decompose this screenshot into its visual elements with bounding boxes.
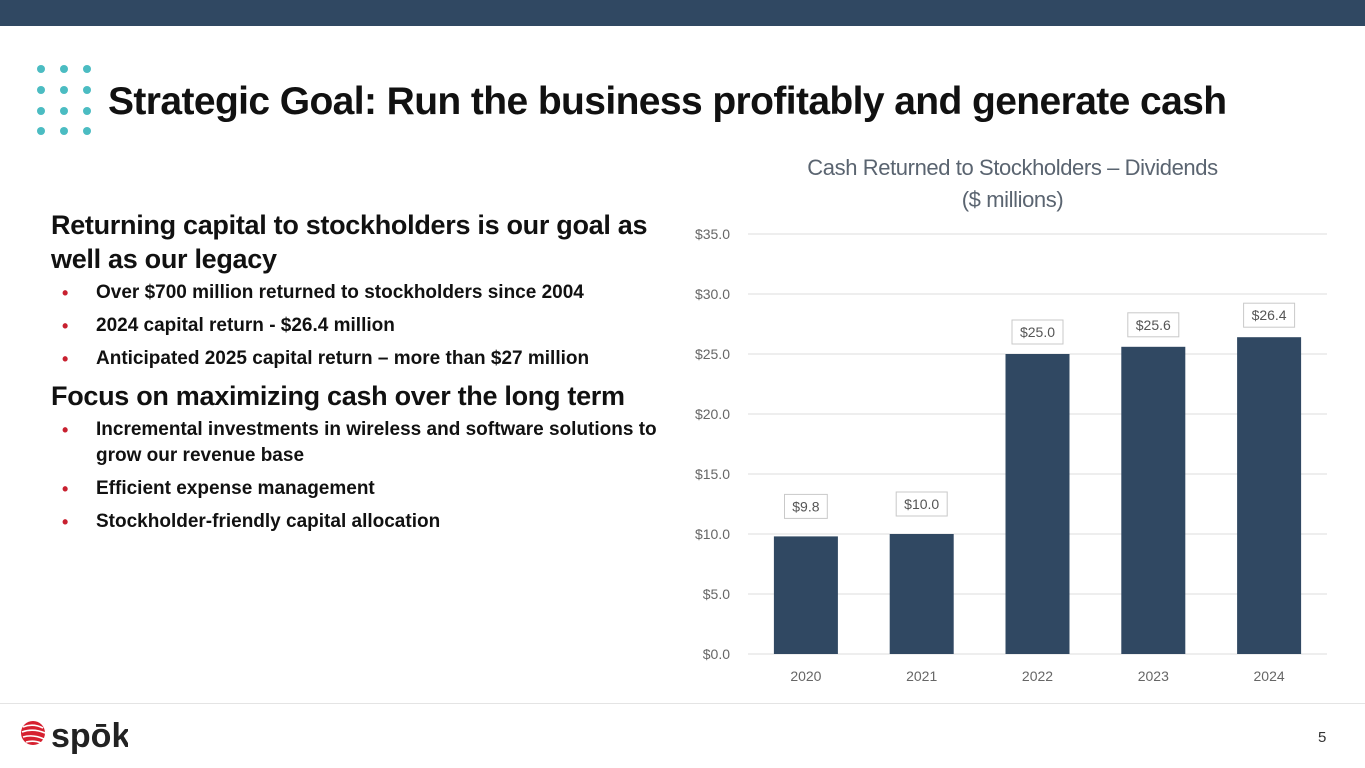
- data-label-box: [784, 493, 828, 519]
- chart-title-line: Cash Returned to Stockholders – Dividend…: [807, 155, 1218, 180]
- y-tick-label: $0.0: [703, 646, 730, 662]
- section-heading: Returning capital to stockholders is our…: [51, 210, 648, 274]
- x-tick-label: 2023: [1138, 668, 1169, 684]
- data-label-box: [895, 491, 948, 517]
- data-label: $9.8: [792, 498, 819, 514]
- bullet-list: Over $700 million returned to stockholde…: [51, 280, 681, 372]
- bullet-item: Over $700 million returned to stockholde…: [51, 280, 681, 306]
- data-label: $25.0: [1020, 324, 1055, 340]
- y-tick-label: $25.0: [695, 346, 730, 362]
- bullet-item: Efficient expense management: [51, 476, 681, 502]
- bar: [1237, 337, 1302, 654]
- bullet-item: Stockholder-friendly capital allocation: [51, 509, 681, 535]
- y-tick-label: $20.0: [695, 406, 730, 422]
- page-title: Strategic Goal: Run the business profita…: [108, 80, 1227, 123]
- spok-logo: spōk: [21, 717, 128, 755]
- data-label-box: [1243, 302, 1296, 328]
- x-tick-label: 2022: [1022, 668, 1053, 684]
- decorative-dots-icon: [37, 65, 91, 137]
- y-tick-label: $30.0: [695, 286, 730, 302]
- data-label: $25.6: [1136, 317, 1171, 333]
- chart-title-line: ($ millions): [961, 187, 1064, 212]
- bullet-item: Anticipated 2025 capital return – more t…: [51, 346, 681, 372]
- chart-title: Cash Returned to Stockholders – Dividend…: [700, 152, 1325, 216]
- dividends-bar-chart: $0.0 $5.0 $10.0 $15.0 $20.0 $25.0 $30.0 $35.0 $9…: [695, 226, 1327, 684]
- section-heading: Focus on maximizing cash over the long t…: [51, 381, 625, 411]
- x-tick-label: 2024: [1254, 668, 1285, 684]
- logo-text: spōk: [51, 717, 128, 755]
- y-tick-label: $5.0: [703, 586, 730, 602]
- data-label-box: [1127, 312, 1180, 338]
- bullet-list: Incremental investments in wireless and …: [51, 417, 681, 535]
- header-bar: [0, 0, 1365, 26]
- bullet-item: 2024 capital return - $26.4 million: [51, 313, 681, 339]
- logo-mark-icon: [21, 721, 46, 745]
- bar: [1121, 346, 1186, 654]
- x-tick-label: 2020: [790, 668, 821, 684]
- x-tick-label: 2021: [906, 668, 937, 684]
- footer-divider: [0, 703, 1365, 704]
- data-label: $10.0: [904, 496, 939, 512]
- bar: [1005, 354, 1070, 654]
- y-tick-label: $15.0: [695, 466, 730, 482]
- data-label: $26.4: [1252, 307, 1287, 323]
- bullet-item: Incremental investments in wireless and …: [51, 417, 681, 469]
- y-tick-label: $10.0: [695, 526, 730, 542]
- data-label-box: [1011, 319, 1064, 345]
- bar: [773, 536, 838, 654]
- page-number: 5: [1318, 729, 1327, 746]
- bar: [889, 534, 954, 654]
- content-column: Returning capital to stockholders is our…: [51, 208, 681, 542]
- y-tick-label: $35.0: [695, 226, 730, 242]
